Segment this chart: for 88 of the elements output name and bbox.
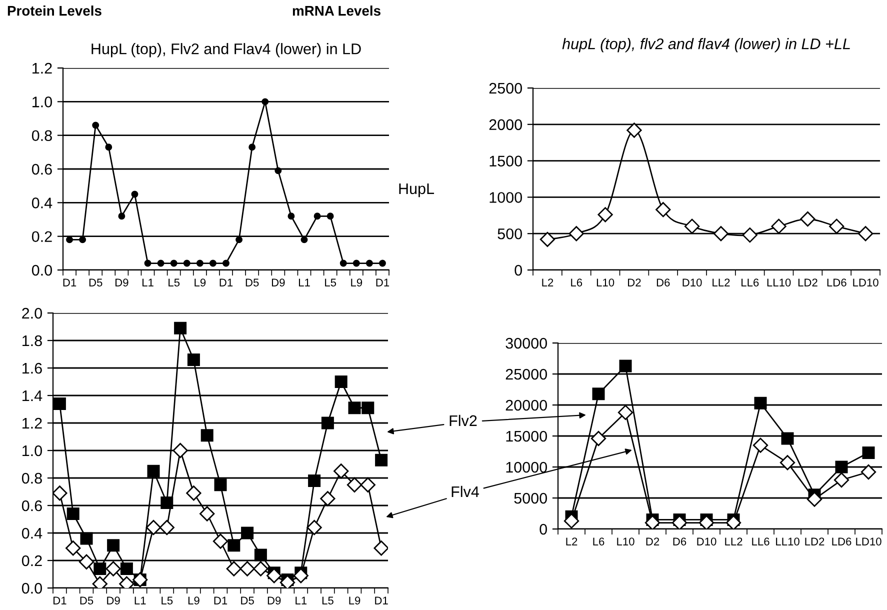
x-tick-label: D9 (268, 596, 281, 604)
y-tick-label: 2.0 (22, 308, 42, 319)
y-tick-label: 1000 (490, 192, 522, 203)
y-tick-label: 0.2 (22, 555, 42, 566)
y-tick-label: 30000 (506, 338, 547, 349)
y-tick-label: 500 (498, 228, 522, 240)
x-tick-label: D9 (115, 278, 128, 286)
x-tick-label: D6 (656, 278, 670, 286)
x-tick-label: D9 (107, 596, 120, 604)
x-tick-label: D1 (214, 596, 228, 604)
x-tick-label: LD2 (805, 538, 824, 546)
x-tick-label: L9 (194, 278, 206, 286)
x-tick-label: D5 (241, 596, 254, 604)
x-tick-label: LL2 (712, 278, 730, 286)
x-tick-label: L1 (142, 278, 154, 286)
x-tick-label: LD2 (798, 278, 818, 286)
x-tick-label: D5 (80, 596, 94, 604)
x-tick-label: D1 (54, 596, 66, 604)
x-tick-label: L5 (325, 278, 336, 286)
x-tick-label: LL6 (752, 538, 770, 546)
x-tick-label: LD10 (853, 278, 878, 286)
y-tick-label: 1.2 (22, 418, 42, 429)
chart-title: HupL (top), Flv2 and Flav4 (lower) in LD (92, 43, 361, 58)
x-tick-label: D6 (673, 538, 686, 546)
y-tick-label: 1.2 (32, 62, 52, 74)
y-tick-label: 2500 (489, 82, 522, 94)
x-tick-label: D5 (246, 278, 259, 286)
text: Flv4 (452, 486, 479, 497)
x-tick-label: L6 (571, 278, 582, 286)
y-tick-label: 1.4 (22, 390, 42, 402)
y-tick-label: 5000 (514, 492, 547, 504)
x-tick-label: L9 (351, 278, 362, 286)
y-tick-label: 0.2 (32, 231, 52, 242)
y-tick-label: 10000 (506, 462, 547, 473)
x-tick-label: L10 (617, 538, 634, 546)
x-tick-label: D1 (376, 278, 390, 286)
x-tick-label: LD6 (827, 278, 846, 286)
x-tick-label: D10 (682, 278, 702, 286)
x-tick-label: D2 (628, 278, 641, 286)
x-tick-label: D1 (220, 278, 233, 286)
x-tick-label: LL10 (776, 538, 800, 546)
y-tick-label: 0.4 (32, 198, 52, 208)
x-tick-label: L6 (593, 538, 604, 546)
y-tick-label: 0.0 (22, 582, 42, 594)
y-tick-label: 1500 (490, 156, 522, 166)
y-tick-label: 0.8 (22, 472, 42, 484)
y-tick-label: 15000 (506, 430, 547, 442)
y-tick-label: 0 (540, 524, 547, 535)
y-tick-label: 0 (514, 264, 522, 276)
y-tick-label: 1.0 (22, 445, 42, 456)
x-tick-label: D5 (89, 278, 102, 286)
y-tick-label: 1.8 (22, 335, 42, 346)
x-tick-label: D9 (272, 278, 285, 286)
y-tick-label: 20000 (506, 400, 547, 411)
legend-label: Flv2 (450, 414, 477, 426)
x-tick-label: LL2 (725, 538, 742, 546)
x-tick-label: L2 (566, 538, 578, 546)
x-tick-label: D2 (646, 538, 660, 546)
x-tick-label: L5 (322, 596, 334, 604)
x-tick-label: L1 (134, 596, 146, 604)
y-tick-label: 25000 (506, 368, 547, 380)
x-tick-label: D1 (375, 596, 388, 604)
y-tick-label: 0.6 (22, 500, 42, 512)
text: HupL (399, 183, 434, 198)
text: mRNA Levels (292, 6, 380, 16)
x-tick-label: LD10 (856, 538, 882, 546)
y-tick-label: 0.0 (32, 264, 52, 276)
x-tick-label: L1 (298, 278, 310, 286)
x-tick-label: LL10 (767, 278, 791, 286)
x-tick-label: L9 (188, 596, 200, 604)
x-tick-label: L1 (296, 596, 307, 604)
x-tick-label: L9 (349, 596, 360, 604)
x-tick-label: L5 (162, 596, 173, 604)
y-tick-label: 0.4 (22, 528, 42, 539)
x-tick-label: L2 (542, 278, 554, 286)
x-tick-label: LD6 (832, 538, 852, 546)
x-tick-label: LL6 (742, 278, 759, 286)
text: Protein Levels (8, 6, 102, 16)
chart-title: hupL (top), flv2 and flav4 (lower) in LD +LL (562, 38, 850, 52)
y-tick-label: 0.6 (32, 164, 52, 175)
y-tick-label: 1.0 (32, 96, 52, 108)
y-tick-label: 1.6 (22, 362, 42, 374)
x-tick-label: L10 (596, 278, 614, 286)
y-tick-label: 0.8 (32, 130, 52, 142)
x-tick-label: D10 (697, 538, 716, 546)
x-tick-label: L5 (168, 278, 180, 286)
y-tick-label: 2000 (489, 119, 522, 130)
x-tick-label: D1 (63, 278, 76, 286)
